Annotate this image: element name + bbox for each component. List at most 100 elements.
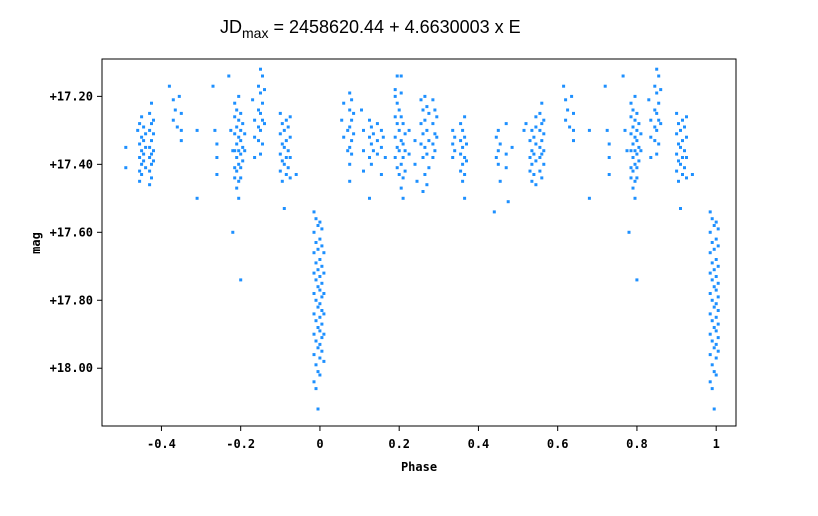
data-point (659, 122, 663, 126)
data-point (425, 128, 429, 132)
data-point (397, 149, 401, 153)
data-point (340, 118, 344, 122)
data-point (498, 179, 502, 183)
data-point (316, 346, 320, 350)
data-point (465, 142, 468, 146)
data-point (423, 118, 427, 122)
data-point (653, 125, 657, 129)
data-point (322, 251, 326, 255)
data-point (631, 156, 635, 159)
data-point (124, 166, 128, 170)
data-point (171, 118, 175, 122)
data-point (314, 339, 318, 343)
data-point (401, 176, 405, 180)
data-point (679, 145, 682, 149)
data-point (538, 156, 542, 159)
data-point (708, 292, 712, 295)
data-point (140, 173, 144, 176)
data-point (278, 111, 282, 115)
data-point (716, 336, 720, 340)
data-point (714, 315, 718, 319)
data-point (211, 84, 215, 88)
data-point (712, 224, 716, 227)
data-point (259, 111, 262, 115)
data-point (322, 271, 326, 275)
data-point (320, 244, 324, 248)
data-point (348, 125, 352, 129)
data-point (171, 98, 175, 102)
data-point (496, 149, 500, 153)
data-point (532, 152, 536, 156)
data-point (568, 125, 572, 129)
data-point (716, 264, 720, 268)
data-point (431, 98, 435, 102)
data-point (318, 356, 322, 360)
data-point (259, 152, 262, 156)
data-point (657, 118, 661, 122)
data-point (494, 156, 498, 159)
data-point (681, 139, 684, 143)
data-point (413, 139, 417, 143)
data-point (681, 156, 684, 159)
data-point (150, 152, 153, 156)
data-point (136, 128, 140, 132)
data-point (148, 128, 152, 132)
data-point (233, 166, 237, 170)
data-point (524, 122, 528, 126)
data-point (403, 132, 407, 136)
data-point (659, 88, 663, 92)
data-point (316, 285, 320, 289)
data-point (461, 128, 465, 132)
data-point (530, 128, 534, 132)
data-point (348, 145, 352, 149)
data-point (433, 132, 437, 136)
data-point (710, 278, 714, 282)
data-point (314, 217, 318, 221)
data-point (714, 373, 718, 377)
data-point (415, 179, 419, 183)
data-point (710, 298, 714, 302)
data-point (237, 118, 241, 122)
data-point (459, 122, 463, 126)
data-point (498, 142, 502, 146)
data-point (288, 176, 292, 180)
data-point (679, 162, 682, 166)
data-point (318, 288, 322, 292)
data-point (257, 84, 260, 88)
data-point (393, 135, 397, 139)
data-point (587, 128, 591, 132)
data-point (465, 159, 468, 163)
data-point (649, 135, 653, 139)
data-point (257, 108, 260, 112)
data-point (639, 132, 643, 136)
data-point (316, 224, 320, 227)
data-point (425, 183, 429, 187)
data-point (395, 74, 399, 78)
data-point (235, 169, 239, 173)
data-point (138, 169, 142, 173)
data-point (278, 169, 282, 173)
data-point (657, 74, 661, 78)
x-tick-label: -0.4 (147, 437, 176, 451)
data-point (320, 264, 324, 268)
data-point (655, 91, 659, 95)
data-point (318, 220, 322, 224)
data-point (369, 142, 373, 146)
data-point (314, 363, 318, 367)
data-point (243, 149, 247, 153)
chart-title-subscript: max (242, 25, 268, 41)
data-point (534, 142, 538, 146)
data-point (494, 135, 498, 139)
data-point (631, 142, 635, 146)
data-point (629, 115, 633, 119)
data-point (532, 173, 536, 176)
data-point (140, 135, 144, 139)
x-tick-label: 0 (316, 437, 323, 451)
data-point (399, 162, 403, 166)
data-point (142, 125, 146, 129)
data-point (235, 142, 239, 146)
data-point (459, 169, 463, 173)
data-point (316, 407, 320, 411)
y-tick-label: +17.40 (50, 157, 93, 171)
